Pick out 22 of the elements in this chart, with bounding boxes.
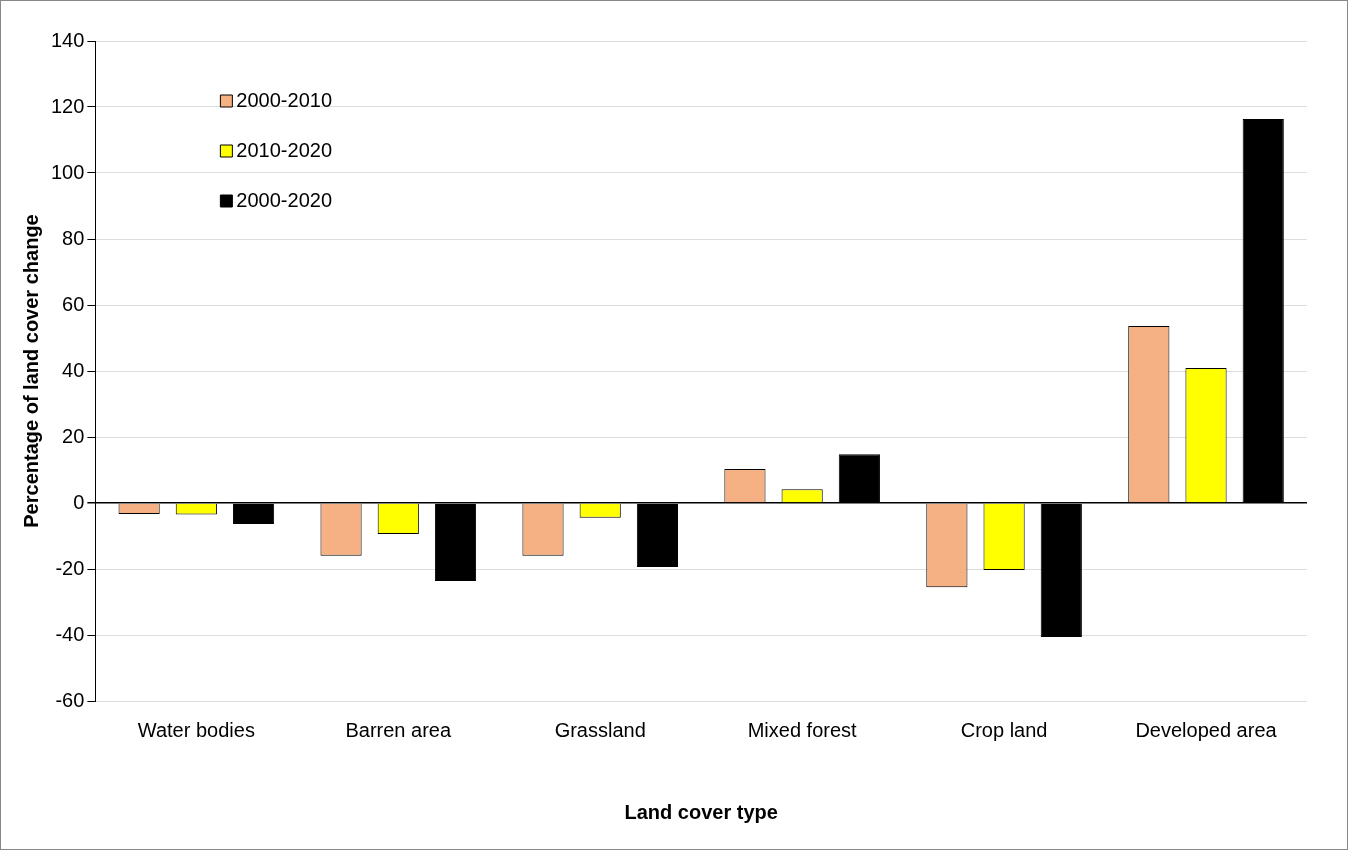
x-tick-label: Grassland — [554, 718, 646, 741]
y-tick-label: 60 — [62, 292, 85, 315]
legend-label: 2010-2020 — [236, 138, 333, 161]
y-tick-label: -40 — [55, 622, 85, 645]
x-tick-label: Crop land — [960, 718, 1048, 741]
y-tick-label: 20 — [62, 424, 85, 447]
x-tick-label: Water bodies — [137, 718, 255, 741]
y-tick-label: 100 — [50, 160, 85, 183]
x-tick-label: Developed area — [1135, 718, 1278, 741]
y-tick-label: 0 — [73, 490, 85, 513]
x-tick-label: Barren area — [345, 718, 452, 741]
y-tick-label: 40 — [62, 358, 85, 381]
y-axis-title: Percentage of land cover change — [19, 214, 42, 528]
y-tick-label: 80 — [62, 226, 85, 249]
y-tick-label: -60 — [55, 688, 85, 711]
y-tick-label: -20 — [55, 556, 85, 579]
x-tick-label: Mixed forest — [747, 718, 858, 741]
y-tick-label: 140 — [50, 28, 85, 51]
y-tick-label: 120 — [50, 94, 85, 117]
x-axis-title: Land cover type — [624, 800, 778, 823]
legend-label: 2000-2010 — [236, 88, 333, 111]
legend-label: 2000-2020 — [236, 188, 333, 211]
